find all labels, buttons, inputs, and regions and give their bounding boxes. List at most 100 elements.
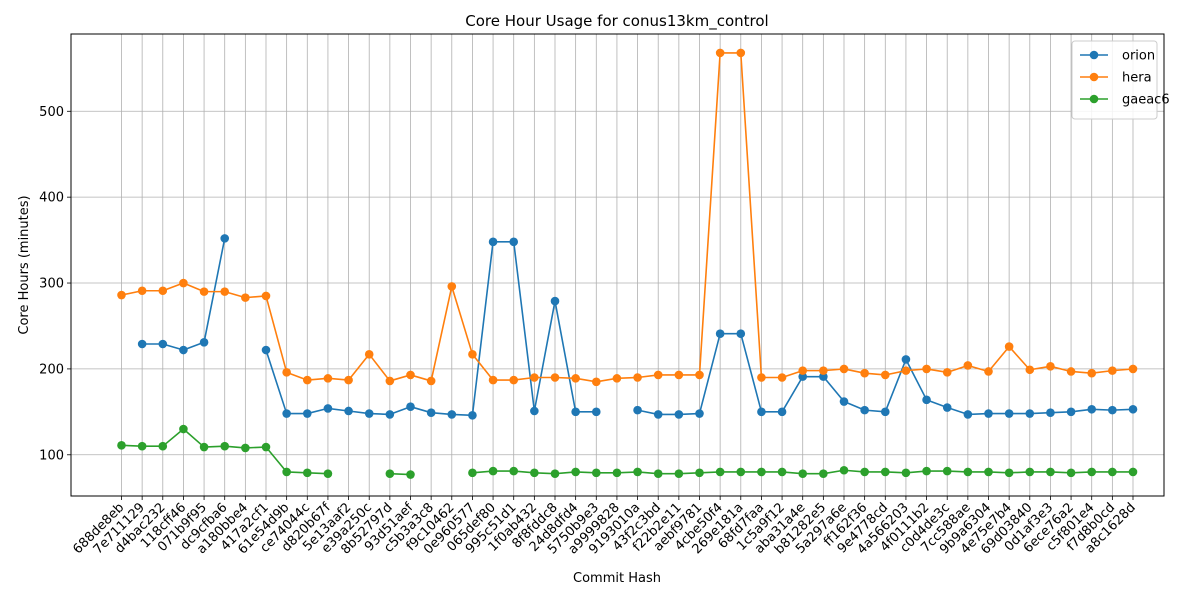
- data-point-orion: [819, 372, 828, 381]
- data-point-orion: [158, 339, 168, 349]
- data-point-hera: [715, 48, 725, 58]
- data-point-gaeac6: [984, 467, 993, 477]
- data-point-gaeac6: [777, 467, 787, 477]
- data-point-orion: [777, 407, 787, 417]
- legend-label-gaeac6: gaeac6: [1122, 93, 1170, 108]
- data-point-hera: [901, 366, 911, 375]
- legend-label-orion: orion: [1122, 49, 1155, 64]
- y-axis-ticks: 100 200 300 400 500: [39, 105, 71, 463]
- data-point-gaeac6: [839, 465, 849, 475]
- y-tick-label: 400: [39, 191, 64, 206]
- data-point-orion: [695, 409, 704, 418]
- data-point-orion: [261, 345, 271, 355]
- data-point-hera: [261, 291, 271, 301]
- data-point-orion: [653, 410, 663, 419]
- data-point-hera: [633, 373, 642, 382]
- data-point-orion: [385, 410, 395, 419]
- data-point-gaeac6: [385, 469, 395, 478]
- data-point-hera: [736, 48, 746, 58]
- y-tick-label: 200: [39, 362, 64, 377]
- plot-frame: [70, 33, 1165, 497]
- data-point-gaeac6: [1087, 467, 1097, 477]
- data-point-orion: [550, 296, 560, 306]
- data-point-orion: [1108, 405, 1117, 415]
- data-point-hera: [819, 366, 828, 375]
- data-point-orion: [468, 410, 477, 420]
- data-point-gaeac6: [530, 468, 539, 478]
- data-point-hera: [179, 278, 188, 288]
- data-point-hera: [406, 370, 415, 380]
- data-point-hera: [468, 350, 477, 359]
- data-point-orion: [1025, 409, 1035, 418]
- data-point-orion: [1087, 404, 1097, 414]
- data-point-orion: [571, 407, 580, 417]
- data-point-hera: [385, 376, 395, 386]
- data-point-hera: [922, 364, 931, 374]
- data-point-gaeac6: [942, 466, 952, 476]
- data-point-orion: [1128, 404, 1138, 414]
- legend-marker-hera: [1089, 72, 1099, 82]
- data-point-gaeac6: [591, 468, 601, 478]
- data-point-gaeac6: [220, 441, 230, 451]
- data-point-orion: [674, 410, 684, 419]
- data-point-gaeac6: [674, 469, 684, 478]
- data-point-gaeac6: [963, 467, 973, 477]
- data-point-hera: [942, 368, 952, 377]
- data-point-orion: [633, 405, 642, 415]
- data-point-hera: [984, 367, 993, 376]
- legend-marker-orion: [1089, 50, 1099, 60]
- data-point-hera: [117, 290, 126, 300]
- chart-title: Core Hour Usage for conus13km_control: [465, 12, 768, 31]
- y-axis-label: Core Hours (minutes): [17, 195, 32, 334]
- data-point-orion: [922, 395, 931, 405]
- data-point-orion: [406, 402, 415, 411]
- data-point-gaeac6: [715, 467, 725, 477]
- data-point-hera: [282, 368, 291, 377]
- data-point-gaeac6: [302, 468, 312, 478]
- data-point-orion: [880, 407, 890, 417]
- data-point-hera: [1108, 366, 1117, 375]
- data-point-hera: [1025, 365, 1035, 375]
- data-point-orion: [984, 409, 993, 418]
- data-point-orion: [1066, 407, 1076, 417]
- data-point-gaeac6: [798, 469, 808, 478]
- data-point-hera: [220, 287, 230, 296]
- data-point-gaeac6: [509, 466, 519, 476]
- data-point-hera: [530, 373, 539, 382]
- data-point-gaeac6: [1108, 467, 1117, 477]
- data-point-gaeac6: [158, 441, 168, 451]
- data-point-gaeac6: [612, 468, 622, 478]
- data-point-hera: [674, 370, 684, 380]
- data-point-hera: [426, 376, 436, 386]
- series-lines: [117, 48, 1138, 479]
- y-tick-label: 300: [39, 277, 64, 292]
- data-point-gaeac6: [241, 443, 250, 453]
- data-point-orion: [323, 404, 333, 413]
- data-point-hera: [550, 373, 560, 382]
- data-point-gaeac6: [137, 441, 147, 451]
- data-point-orion: [839, 397, 849, 406]
- data-point-orion: [137, 339, 147, 349]
- data-point-gaeac6: [1004, 468, 1014, 478]
- x-axis-ticks: 688de8eb7e711129d4bac232118cff46071b9f95…: [70, 496, 1139, 558]
- data-point-orion: [715, 329, 725, 338]
- data-point-orion: [1046, 408, 1055, 418]
- data-point-orion: [530, 406, 539, 416]
- data-point-hera: [1087, 368, 1097, 378]
- data-point-hera: [839, 364, 849, 374]
- data-point-hera: [137, 286, 147, 296]
- grid: [71, 34, 1164, 496]
- y-tick-label: 100: [39, 448, 64, 463]
- data-point-gaeac6: [323, 469, 333, 478]
- data-point-gaeac6: [1025, 467, 1035, 477]
- data-point-gaeac6: [468, 468, 477, 478]
- data-point-orion: [282, 409, 291, 418]
- data-point-orion: [942, 403, 952, 412]
- data-point-hera: [1066, 367, 1076, 376]
- data-point-hera: [158, 286, 168, 296]
- data-point-hera: [302, 375, 312, 385]
- data-point-gaeac6: [261, 442, 271, 452]
- data-point-orion: [364, 409, 374, 418]
- data-point-gaeac6: [860, 467, 869, 477]
